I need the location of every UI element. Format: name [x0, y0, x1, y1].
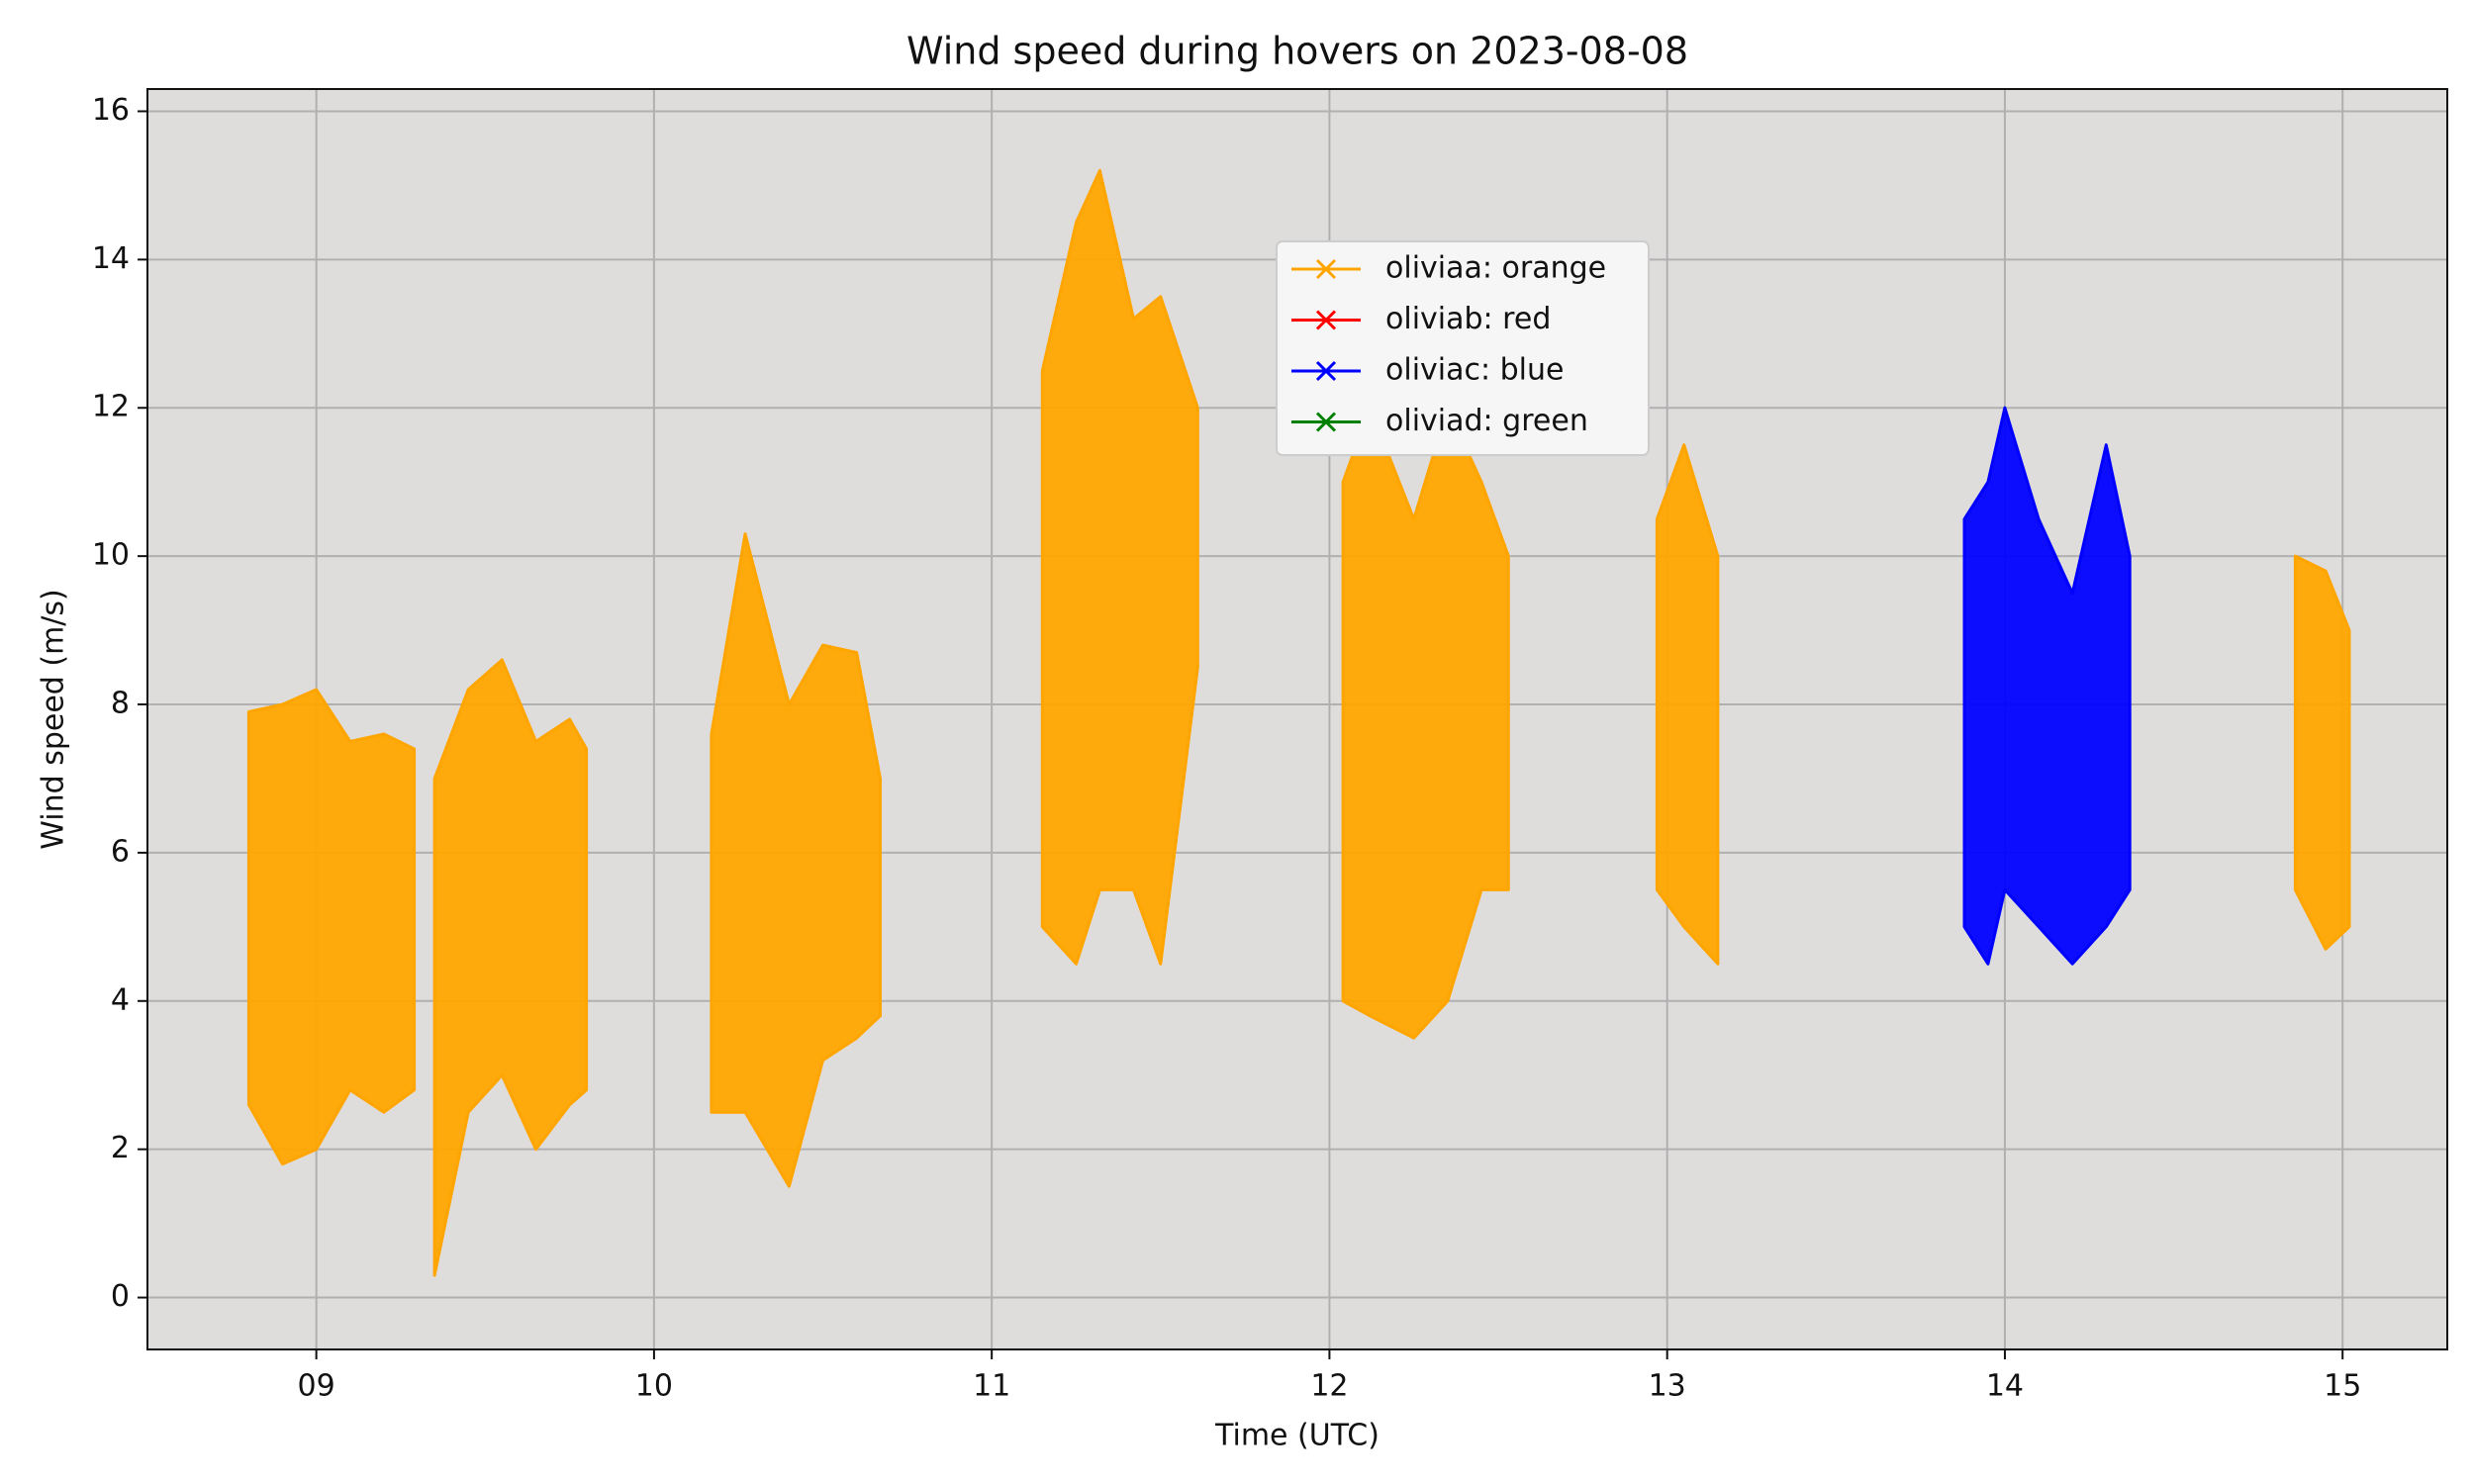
x-tick-label: 12: [1310, 1369, 1348, 1404]
legend-box: [1276, 240, 1650, 456]
legend-label: oliviab: red: [1385, 302, 1551, 336]
y-tick-label: 8: [111, 687, 130, 721]
y-tick-label: 16: [92, 93, 130, 128]
y-axis-label: Wind speed (m/s): [37, 589, 71, 849]
x-tick-label: 11: [973, 1369, 1010, 1404]
y-tick-label: 14: [92, 241, 130, 276]
legend-label: oliviaa: orange: [1385, 251, 1606, 286]
hover-cloud: [1962, 406, 2132, 966]
legend-marker: [1315, 310, 1337, 330]
legend-marker: [1315, 258, 1337, 280]
legend-label: oliviad: green: [1385, 404, 1588, 438]
hover-cloud: [2293, 554, 2351, 951]
y-tick-label: 2: [111, 1131, 130, 1165]
hover-cloud: [1655, 443, 1720, 966]
y-tick-label: 10: [92, 538, 130, 573]
x-tick-label: 14: [1986, 1369, 2024, 1404]
hover-cloud: [710, 532, 882, 1188]
y-tick-label: 12: [92, 390, 130, 424]
legend-label: oliviac: blue: [1385, 353, 1564, 388]
marks: [246, 168, 2351, 1277]
x-tick-label: 09: [298, 1369, 335, 1404]
y-tick-label: 4: [111, 982, 130, 1017]
x-tick-label: 15: [2324, 1369, 2361, 1404]
x-tick-label: 10: [635, 1369, 673, 1404]
x-tick-label: 13: [1649, 1369, 1686, 1404]
hover-cloud: [1341, 406, 1510, 1040]
chart-title: Wind speed during hovers on 2023-08-08: [906, 30, 1688, 73]
legend: oliviaa: orange oliviab: red oliviac: blue…: [1276, 240, 1650, 456]
x-axis-label: Time (UTC): [1214, 1419, 1380, 1453]
legend-marker: [1315, 360, 1337, 382]
legend-marker: [1315, 412, 1337, 432]
hover-cloud: [246, 688, 417, 1166]
y-tick-label: 6: [111, 834, 130, 869]
y-tick-label: 0: [111, 1279, 130, 1314]
hover-cloud: [1040, 168, 1199, 966]
hover-cloud: [432, 658, 589, 1277]
plot-frame: [146, 88, 2448, 1350]
